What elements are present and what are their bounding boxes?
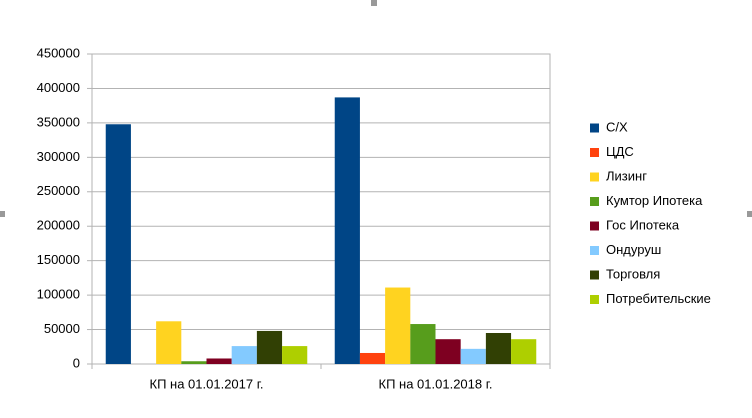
y-tick-label: 50000: [44, 321, 80, 336]
legend-label: Ондуруш: [606, 242, 661, 257]
x-tick-label: КП на 01.01.2017 г.: [150, 376, 264, 391]
bar: [485, 333, 512, 364]
legend-swatch: [590, 270, 599, 280]
legend-label: Гос Ипотека: [606, 217, 680, 232]
bar: [105, 124, 131, 365]
x-tick-label: КП на 01.01.2018 г.: [379, 376, 493, 391]
y-tick-label: 200000: [37, 218, 80, 233]
bar: [206, 358, 232, 364]
y-tick-label: 450000: [37, 45, 80, 60]
y-tick-label: 400000: [37, 80, 80, 95]
bar: [410, 324, 436, 364]
y-tick-label: 0: [73, 355, 80, 370]
bar: [181, 361, 207, 364]
bar: [460, 348, 486, 364]
bar: [385, 287, 411, 364]
y-tick-label: 250000: [37, 183, 80, 198]
legend-swatch: [590, 123, 599, 133]
bar: [282, 346, 308, 364]
plot-area: [91, 53, 551, 365]
bar: [334, 97, 360, 365]
legend-label: С/Х: [606, 119, 628, 134]
legend-swatch: [590, 172, 599, 182]
legend-swatch: [590, 148, 599, 157]
legend-label: Кумтор Ипотека: [606, 193, 703, 208]
bar: [359, 352, 386, 364]
handle: [371, 0, 377, 6]
legend-label: Потребительские: [606, 291, 711, 306]
legend-swatch: [590, 295, 599, 304]
handle: [747, 211, 752, 217]
legend-swatch: [590, 221, 599, 231]
y-tick-label: 150000: [37, 252, 80, 267]
legend-swatch: [590, 246, 599, 255]
bar: [511, 339, 537, 364]
bar: [256, 330, 283, 364]
legend-label: Торговля: [606, 266, 660, 281]
legend-swatch: [590, 197, 599, 206]
handle: [0, 211, 5, 217]
y-tick-label: 350000: [37, 114, 80, 129]
legend-label: ЦДС: [606, 144, 634, 159]
legend-label: Лизинг: [606, 168, 647, 183]
y-tick-label: 100000: [37, 287, 80, 302]
bar: [156, 321, 182, 364]
y-tick-label: 300000: [37, 149, 80, 164]
bar: [231, 346, 257, 364]
bar: [435, 339, 461, 364]
